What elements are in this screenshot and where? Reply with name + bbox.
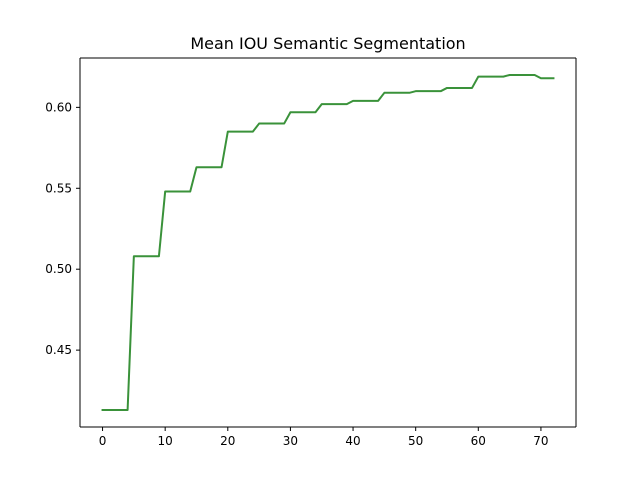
- x-tick-label: 40: [345, 434, 360, 448]
- x-tick-label: 0: [99, 434, 107, 448]
- y-tick-label: 0.60: [45, 100, 72, 114]
- x-tick-label: 70: [533, 434, 548, 448]
- x-tick-label: 10: [158, 434, 173, 448]
- x-tick-label: 50: [408, 434, 423, 448]
- x-tick-label: 30: [283, 434, 298, 448]
- x-tick-label: 60: [471, 434, 486, 448]
- x-tick-label: 20: [220, 434, 235, 448]
- plot-area: [101, 73, 555, 412]
- series-line-0: [101, 73, 555, 412]
- axes: 0 10 20 30 40 50 60 70 0.45 0.50 0.55 0.60: [45, 57, 577, 448]
- y-tick-label: 0.45: [45, 343, 72, 357]
- y-tick-label: 0.50: [45, 262, 72, 276]
- y-tick-label: 0.55: [45, 181, 72, 195]
- chart-title: Mean IOU Semantic Segmentation: [190, 34, 465, 53]
